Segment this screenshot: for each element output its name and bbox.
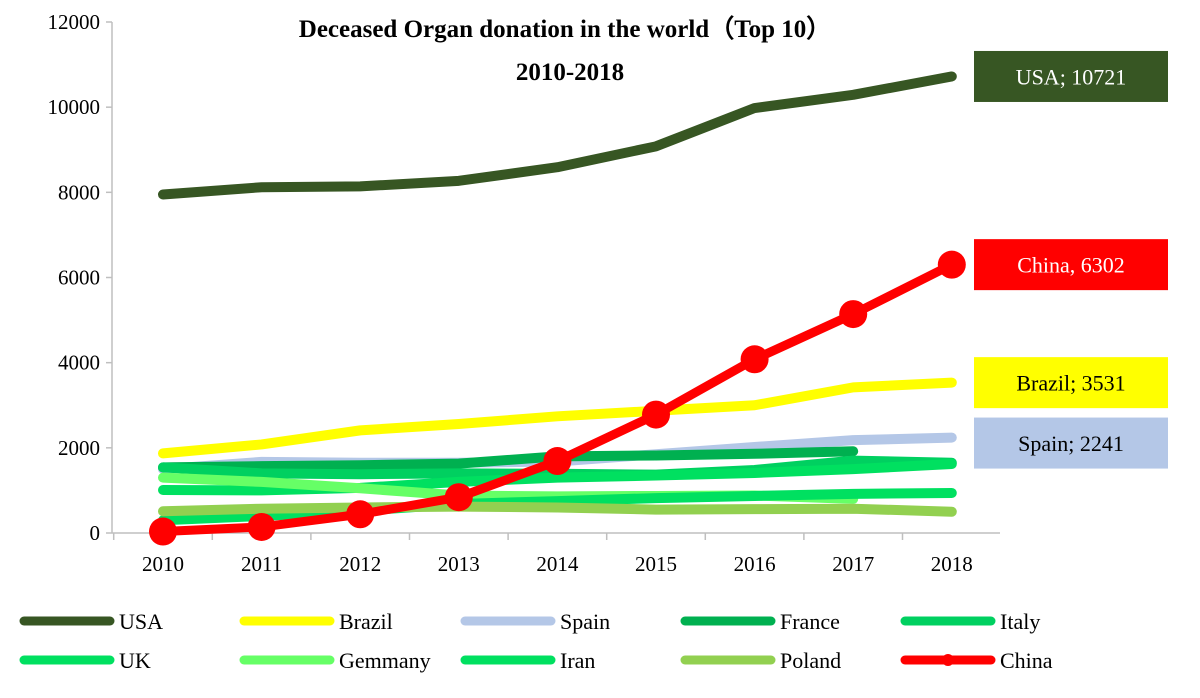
- legend-label: France: [780, 609, 840, 634]
- data-point-china: [444, 483, 473, 512]
- series-line-iran: [158, 487, 957, 526]
- data-point-china: [642, 400, 670, 429]
- legend-item-france: France: [680, 609, 840, 634]
- legend-label: China: [1000, 648, 1053, 673]
- x-tick-label: 2018: [931, 552, 973, 576]
- callout-label: Spain; 2241: [1018, 431, 1124, 456]
- callout-box: [974, 50, 1168, 102]
- data-point-china: [346, 500, 375, 529]
- callout-box: [974, 239, 1168, 291]
- legend-marker: [942, 654, 954, 666]
- legend-item-iran: Iran: [460, 648, 595, 673]
- legend-label: Poland: [780, 648, 841, 673]
- legend-label: Gemmany: [339, 648, 431, 673]
- legend-label: Iran: [560, 648, 595, 673]
- x-tick-label: 2014: [536, 552, 579, 576]
- callout-labels: USA; 10721 China, 6302 Brazil; 3531 Spain; …: [974, 50, 1168, 469]
- x-tick-label: 2015: [635, 552, 677, 576]
- callout-china: China, 6302: [974, 239, 1168, 291]
- legend-label: Brazil: [339, 609, 393, 634]
- series-poland: [158, 501, 957, 517]
- series-layer: [149, 71, 966, 546]
- legend-item-gemmany: Gemmany: [239, 648, 431, 673]
- y-tick-label: 4000: [58, 351, 100, 375]
- series-line-poland: [158, 501, 957, 517]
- x-tick-label: 2017: [832, 552, 874, 576]
- data-point-china: [839, 300, 868, 329]
- legend-label: USA: [119, 609, 163, 634]
- series-china: [149, 250, 966, 546]
- series-iran: [158, 487, 957, 526]
- chart-title: Deceased Organ donation in the world（Top…: [299, 14, 831, 43]
- legend-label: UK: [119, 648, 151, 673]
- legend-label: Italy: [1000, 609, 1040, 634]
- data-point-china: [247, 512, 276, 541]
- series-line-usa: [158, 71, 957, 200]
- series-line-france: [158, 446, 859, 473]
- data-point-china: [937, 250, 966, 279]
- legend-item-italy: Italy: [900, 609, 1040, 634]
- callout-label: USA; 10721: [1016, 64, 1127, 89]
- chart-subtitle: 2010-2018: [516, 59, 624, 86]
- y-tick-label: 10000: [48, 95, 101, 119]
- callout-box: [974, 417, 1168, 469]
- axes: 0 2000 4000 6000 8000 10000 12000 2010 2011 2012 2…: [48, 10, 1000, 576]
- series-line-brazil: [158, 377, 957, 459]
- callout-spain: Spain; 2241: [974, 417, 1168, 469]
- x-tick-label: 2010: [142, 552, 184, 576]
- series-uk: [158, 459, 957, 496]
- y-tick-label: 12000: [48, 10, 101, 34]
- x-tick-label: 2013: [438, 552, 480, 576]
- y-tick-label: 8000: [58, 180, 100, 204]
- legend-item-brazil: Brazil: [239, 609, 393, 634]
- legend: USA Brazil Spain France Italy UK Gemmany Iran Po…: [19, 609, 1053, 673]
- legend-label: Spain: [560, 609, 610, 634]
- x-tick-label: 2016: [734, 552, 776, 576]
- x-tick-label: 2011: [241, 552, 282, 576]
- series-france: [158, 446, 859, 473]
- data-point-china: [149, 517, 177, 546]
- series-brazil: [158, 377, 957, 459]
- callout-box: [974, 357, 1168, 409]
- y-tick-label: 0: [90, 521, 101, 545]
- callout-usa: USA; 10721: [974, 50, 1168, 102]
- series-usa: [158, 71, 957, 200]
- legend-item-usa: USA: [19, 609, 163, 634]
- y-tick-label: 6000: [58, 266, 100, 290]
- callout-label: China, 6302: [1017, 253, 1125, 278]
- legend-item-uk: UK: [19, 648, 151, 673]
- x-tick-label: 2012: [339, 552, 381, 576]
- series-line-uk: [158, 459, 957, 496]
- legend-item-spain: Spain: [460, 609, 610, 634]
- legend-item-china: China: [900, 648, 1053, 673]
- callout-label: Brazil; 3531: [1016, 371, 1125, 396]
- callout-brazil: Brazil; 3531: [974, 357, 1168, 409]
- data-point-china: [740, 345, 769, 374]
- y-tick-label: 2000: [58, 436, 100, 460]
- data-point-china: [543, 447, 572, 476]
- legend-item-poland: Poland: [680, 648, 841, 673]
